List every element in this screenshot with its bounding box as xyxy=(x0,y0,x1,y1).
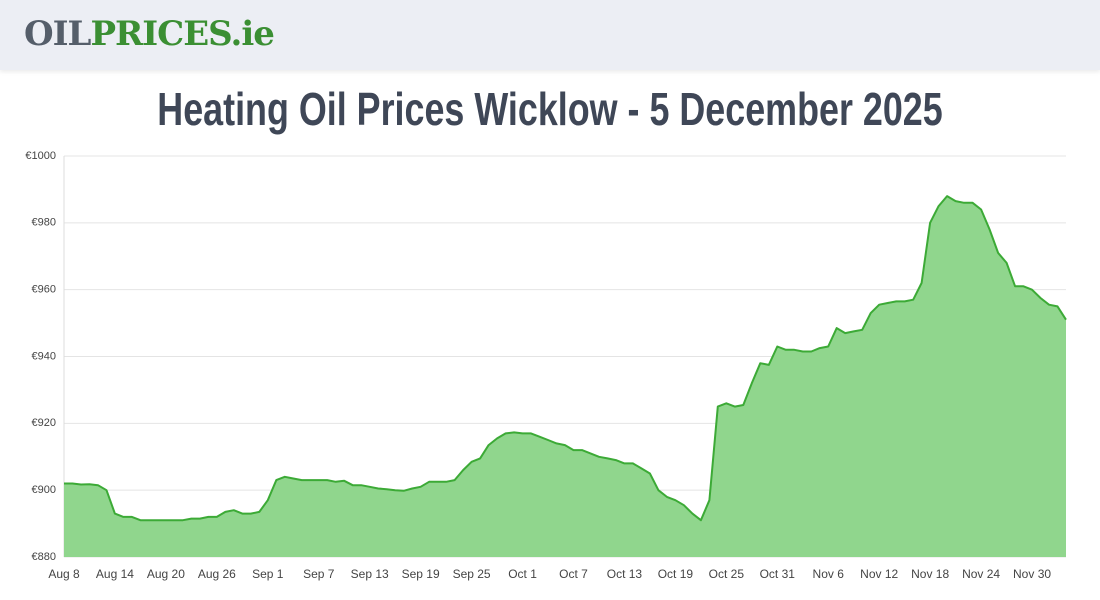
y-tick-label: €980 xyxy=(32,217,56,229)
x-tick-label: Aug 8 xyxy=(48,567,80,581)
x-tick-label: Nov 12 xyxy=(860,567,898,581)
x-tick-label: Sep 19 xyxy=(402,567,440,581)
logo-dark: OIL xyxy=(24,14,91,54)
y-tick-label: €880 xyxy=(32,551,56,563)
logo-green: PRICES.ie xyxy=(90,14,274,54)
x-tick-label: Sep 13 xyxy=(351,567,389,581)
y-tick-label: €920 xyxy=(32,417,56,429)
x-tick-label: Aug 14 xyxy=(96,567,134,581)
x-tick-label: Oct 31 xyxy=(760,567,796,581)
y-tick-label: €960 xyxy=(32,284,56,296)
area xyxy=(64,196,1066,557)
x-tick-label: Sep 25 xyxy=(453,567,491,581)
x-tick-label: Oct 25 xyxy=(709,567,745,581)
chart-title: Heating Oil Prices Wicklow - 5 December … xyxy=(157,83,943,135)
x-tick-label: Nov 6 xyxy=(813,567,845,581)
logo[interactable]: OILPRICES.ie xyxy=(24,14,275,54)
y-tick-label: €1000 xyxy=(25,150,56,162)
x-tick-label: Sep 1 xyxy=(252,567,284,581)
x-tick-label: Nov 30 xyxy=(1013,567,1051,581)
x-tick-label: Oct 19 xyxy=(658,567,694,581)
x-tick-label: Oct 1 xyxy=(508,567,537,581)
x-tick-label: Oct 7 xyxy=(559,567,588,581)
x-tick-label: Aug 26 xyxy=(198,567,236,581)
line xyxy=(64,195,1067,522)
x-tick-label: Nov 24 xyxy=(962,567,1000,581)
y-tick-label: €900 xyxy=(32,484,56,496)
x-tick-label: Sep 7 xyxy=(303,567,335,581)
x-tick-label: Aug 20 xyxy=(147,567,185,581)
y-tick-label: €940 xyxy=(32,350,56,362)
x-tick-label: Nov 18 xyxy=(911,567,949,581)
header: OILPRICES.ie xyxy=(0,0,1100,70)
x-tick-label: Oct 13 xyxy=(607,567,643,581)
